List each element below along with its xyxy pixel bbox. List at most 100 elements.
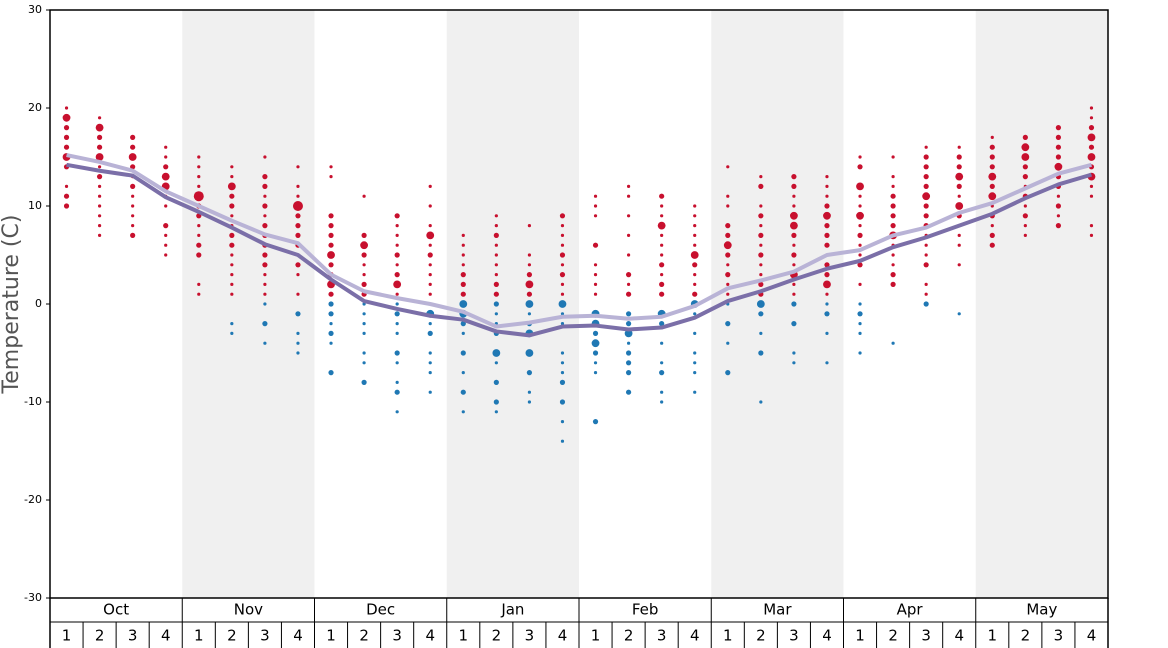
temp-dot — [394, 350, 400, 356]
week-label: 2 — [756, 627, 766, 645]
temp-dot — [891, 341, 895, 345]
temp-dot — [163, 164, 169, 170]
temp-dot — [527, 400, 532, 404]
temp-dot — [494, 224, 498, 228]
temp-dot — [395, 292, 399, 296]
temp-dot — [262, 183, 268, 189]
temp-dot — [957, 243, 961, 247]
temp-dot — [197, 184, 201, 188]
temp-dot — [693, 312, 697, 316]
temp-dot — [527, 253, 532, 257]
temp-dot — [693, 371, 697, 375]
temp-dot — [1023, 204, 1027, 208]
temp-dot — [890, 193, 896, 199]
temp-dot — [1056, 194, 1061, 198]
temp-dot — [230, 175, 234, 179]
temp-dot — [63, 134, 70, 140]
y-tick-label: 10 — [28, 199, 42, 212]
temp-dot — [1021, 153, 1030, 161]
temp-dot — [791, 232, 797, 238]
temp-dot — [624, 329, 633, 338]
temp-dot — [592, 242, 599, 248]
temp-dot — [230, 282, 234, 286]
temp-dot — [858, 194, 862, 198]
temp-dot — [131, 204, 135, 208]
temp-dot — [1054, 162, 1063, 171]
temp-dot — [725, 223, 731, 229]
temp-dot — [824, 262, 830, 268]
temp-dot — [592, 330, 599, 336]
temp-dot — [461, 253, 465, 257]
temp-dot — [988, 192, 997, 201]
temp-dot — [263, 341, 267, 345]
temp-dot — [858, 204, 862, 208]
y-tick-label: 30 — [28, 3, 42, 16]
temp-dot — [593, 371, 598, 375]
temp-dot — [229, 203, 235, 209]
week-label: 1 — [62, 627, 72, 645]
temp-dot — [759, 204, 763, 208]
temp-dot — [723, 241, 732, 250]
temp-dot — [560, 233, 565, 237]
temp-dot — [428, 390, 432, 394]
week-label: 4 — [161, 627, 171, 645]
temp-dot — [130, 144, 136, 150]
temp-dot — [825, 361, 829, 365]
temp-dot — [592, 419, 599, 425]
temp-dot — [461, 263, 465, 267]
temp-dot — [625, 350, 632, 356]
temp-line — [66, 162, 1093, 338]
temp-dot — [890, 213, 896, 219]
week-label: 4 — [1087, 627, 1097, 645]
temp-dot — [428, 243, 432, 247]
temp-dot — [296, 184, 300, 188]
temp-dot — [725, 321, 731, 327]
temp-dot — [163, 223, 169, 229]
temp-dot — [791, 321, 797, 327]
temp-dot — [1021, 143, 1030, 152]
temp-dot — [229, 193, 235, 199]
temp-dot — [955, 202, 964, 210]
temp-dot — [295, 311, 301, 317]
month-band — [182, 10, 315, 598]
temp-dot — [395, 361, 399, 365]
temp-dot — [657, 221, 666, 230]
week-label: 2 — [492, 627, 502, 645]
temp-dot — [825, 331, 829, 335]
temp-dot — [131, 194, 135, 198]
temp-dot — [625, 272, 632, 278]
temp-dot — [362, 322, 366, 326]
temp-dot — [660, 361, 664, 365]
temp-dot — [164, 243, 168, 247]
week-label: 2 — [359, 627, 369, 645]
temp-dot — [791, 252, 797, 258]
temp-dot — [989, 164, 995, 170]
week-label: 3 — [921, 627, 931, 645]
y-tick-label: -20 — [24, 493, 42, 506]
temp-dot — [660, 390, 664, 394]
temp-dot — [693, 233, 697, 237]
temp-dot — [758, 232, 764, 238]
temp-dot — [527, 263, 532, 267]
temp-dot — [96, 144, 103, 150]
week-label: 1 — [723, 627, 733, 645]
temp-dot — [923, 174, 929, 180]
temp-dot — [329, 341, 333, 345]
temp-dot — [923, 183, 929, 189]
temp-dot — [229, 232, 235, 238]
temp-dot — [395, 410, 399, 414]
week-label: 2 — [624, 627, 634, 645]
temp-dot — [395, 224, 399, 228]
temp-dot — [924, 243, 928, 247]
temp-dot — [263, 292, 267, 296]
temp-dot — [262, 203, 268, 209]
temp-dot — [395, 233, 399, 237]
temp-dot — [361, 379, 367, 385]
temp-dot — [230, 263, 234, 267]
temp-dot — [989, 183, 995, 189]
temp-dot — [591, 339, 600, 348]
temp-dot — [659, 193, 665, 199]
temp-dot — [196, 242, 202, 248]
temp-dot — [626, 341, 631, 345]
temp-dot — [97, 224, 102, 228]
